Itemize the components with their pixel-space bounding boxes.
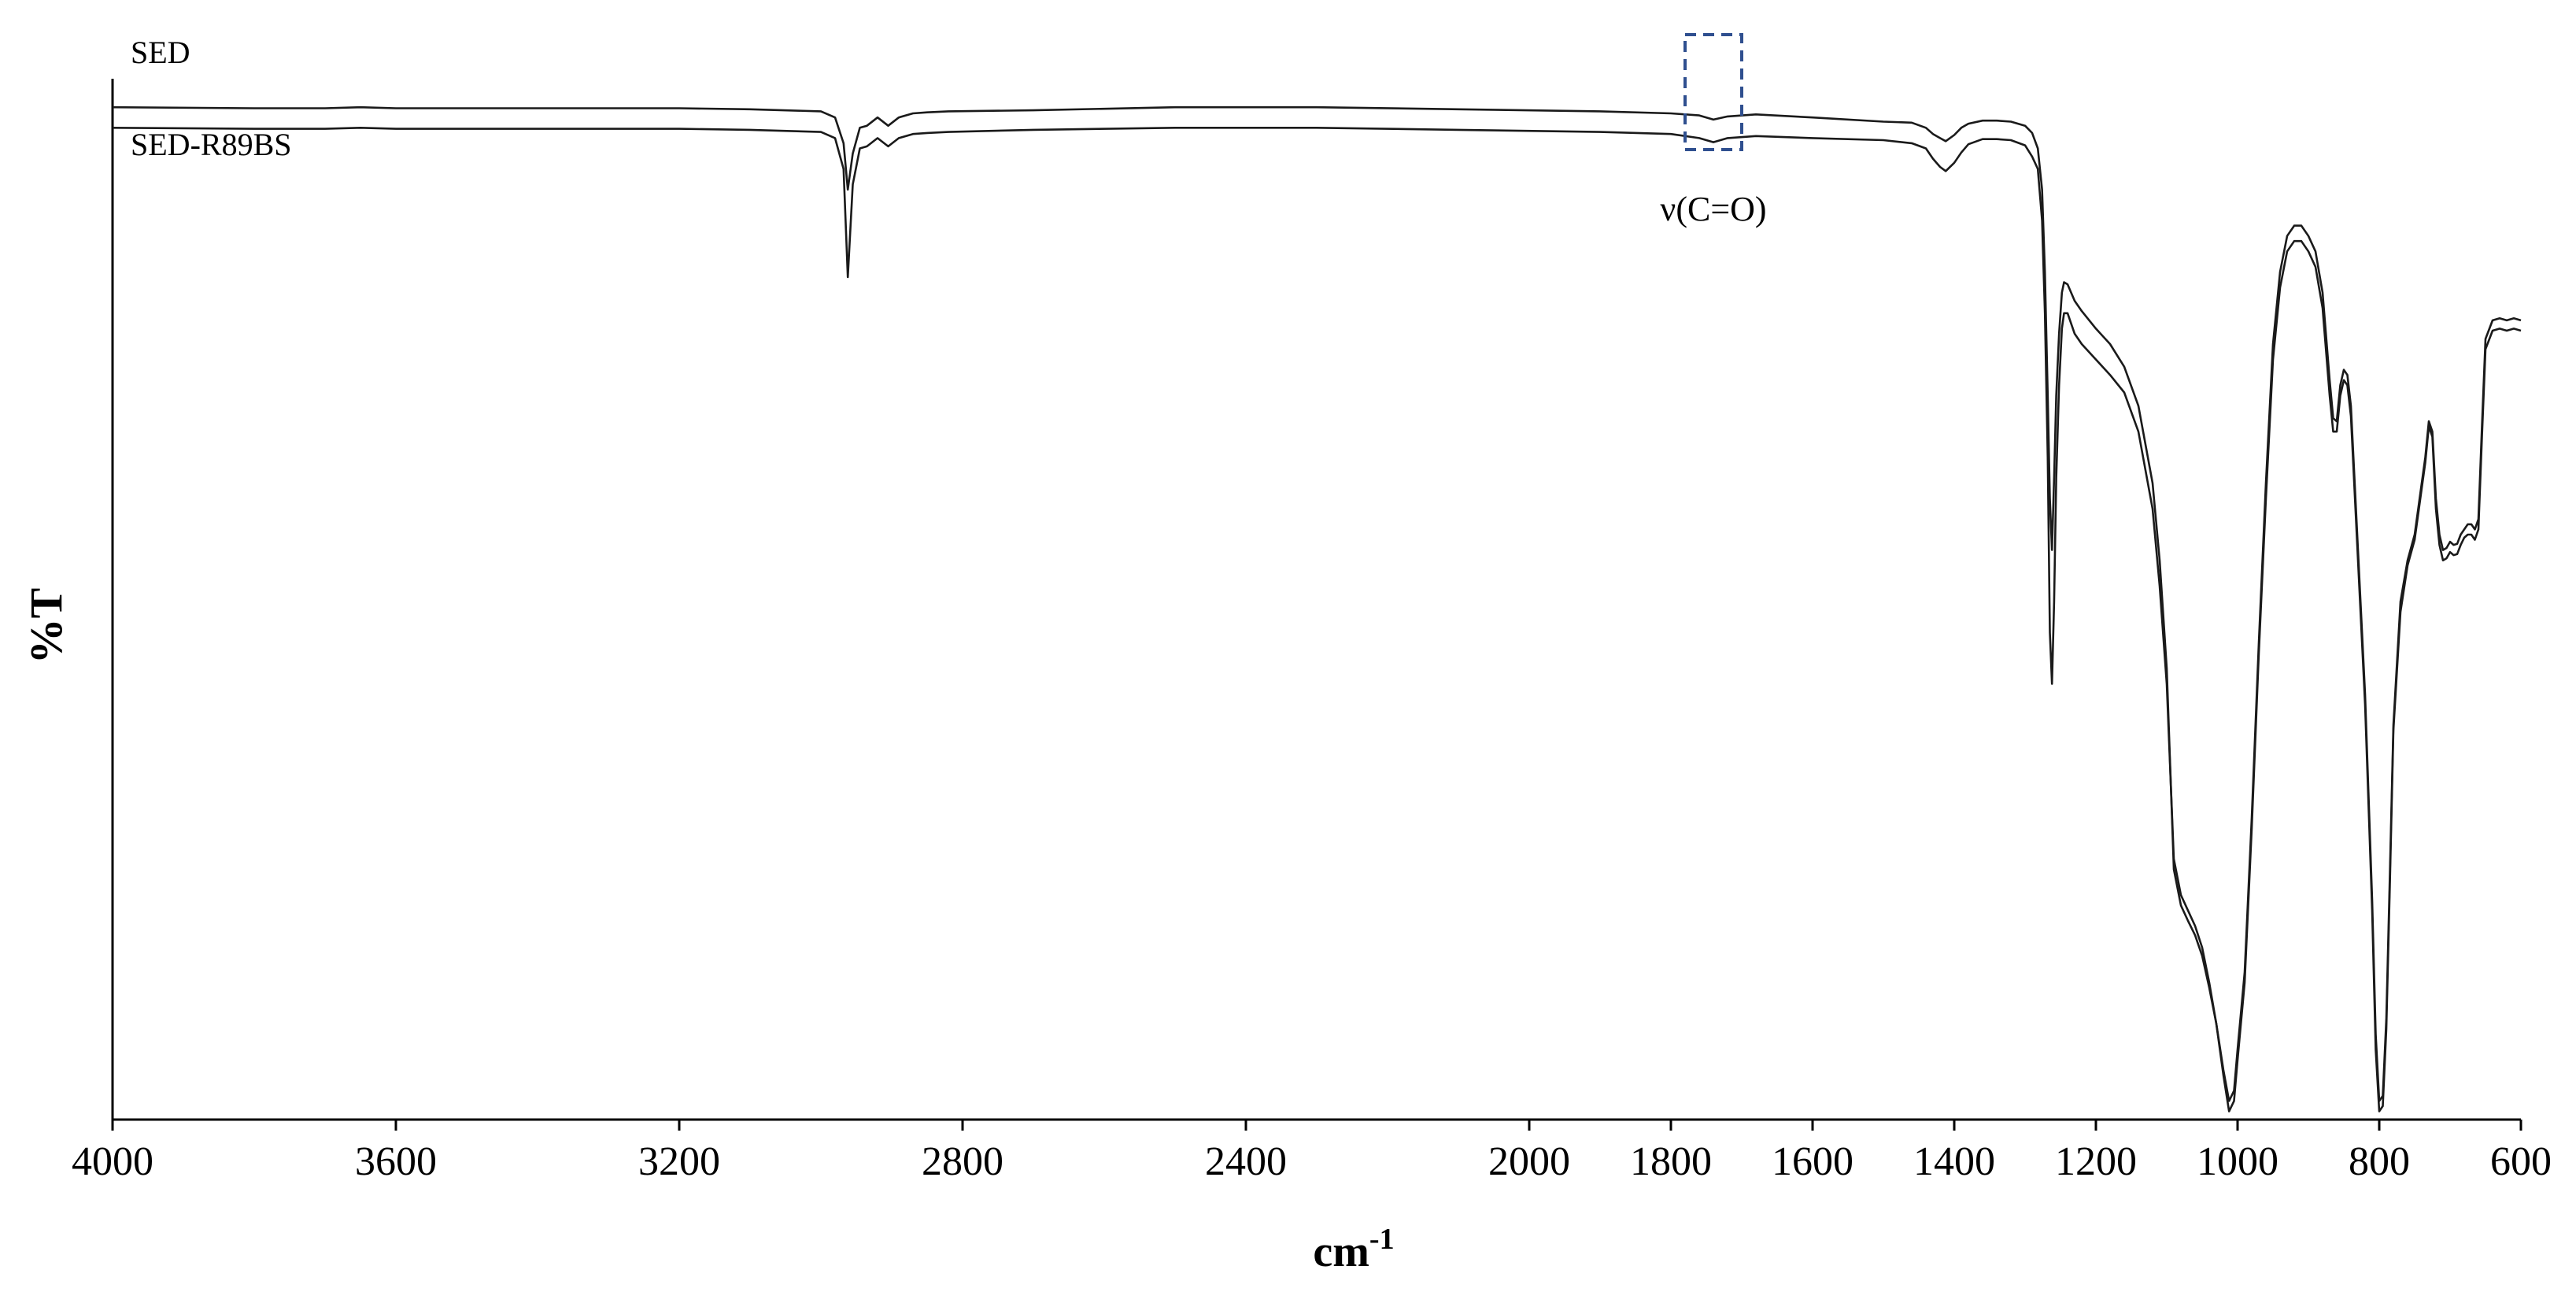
- carbonyl-highlight-box: [1683, 33, 1743, 151]
- x-tick-label: 3600: [355, 1139, 437, 1184]
- x-tick-label: 1800: [1630, 1139, 1712, 1184]
- x-tick-label: 1000: [2197, 1139, 2278, 1184]
- x-tick-label: 1200: [2055, 1139, 2137, 1184]
- carbonyl-annotation: ν(C=O): [1660, 190, 1766, 228]
- x-tick-label: 3200: [638, 1139, 720, 1184]
- plot-area: 4000 3600 3200 2800 2400 2000 1800 1600 1400 1200…: [72, 33, 2552, 1184]
- x-tick-label: 1400: [1913, 1139, 1995, 1184]
- x-axis-title: cm-1: [1313, 1223, 1394, 1276]
- x-tick-label: 800: [2349, 1139, 2410, 1184]
- x-tick-label: 2800: [922, 1139, 1003, 1184]
- y-axis-title: %T: [20, 588, 72, 665]
- series-label-sed: SED: [131, 35, 190, 70]
- x-axis-title-main: cm: [1313, 1227, 1369, 1276]
- spectrum-traces: [112, 106, 2522, 1112]
- x-tick-label: 2400: [1205, 1139, 1287, 1184]
- series-label-sed-r89bs: SED-R89BS: [131, 127, 292, 162]
- x-tick-label: 4000: [72, 1139, 153, 1184]
- x-tick-label: 600: [2490, 1139, 2552, 1184]
- x-tick-label: 2000: [1488, 1139, 1570, 1184]
- series-line-sed: [112, 106, 2522, 1102]
- x-tick-label: 1600: [1772, 1139, 1853, 1184]
- series-line-sed-r89bs: [112, 127, 2522, 1112]
- x-axis-title-superscript: -1: [1369, 1223, 1395, 1256]
- x-axis-ticks: 4000 3600 3200 2800 2400 2000 1800 1600 1400 1200…: [72, 1120, 2552, 1184]
